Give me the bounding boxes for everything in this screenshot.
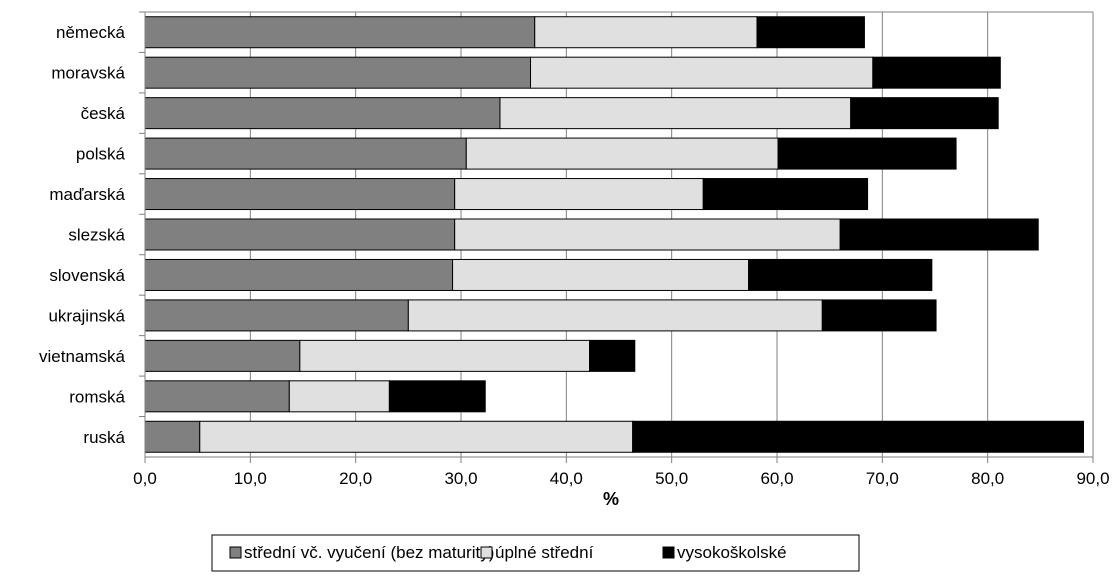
bar-segment [288,380,390,413]
bar-segment [144,16,536,49]
bar-segment [144,339,301,372]
bar-segment [499,97,852,130]
bar-segment [144,137,467,170]
bar-segment [454,178,704,211]
bar-segment [702,178,869,211]
legend-swatch [662,546,675,559]
x-tick-label: 40,0 [550,469,583,488]
bar-segment [534,16,758,49]
x-tick-label: 0,0 [133,469,157,488]
legend-swatch [229,546,242,559]
bar-segment [756,16,865,49]
x-tick-label: 90,0 [1076,469,1109,488]
bar-segment [199,420,634,453]
x-tick-label: 80,0 [971,469,1004,488]
bar-segment [144,218,456,251]
category-labels: německá moravská česká polská maďarská slezsk… [39,23,126,447]
category-label: slovenská [49,266,125,285]
x-tick-label: 30,0 [444,469,477,488]
bar-segment [850,97,999,130]
legend-box [211,534,860,572]
bar-segment [388,380,486,413]
x-tick-label: 70,0 [866,469,899,488]
bar-segment [144,420,201,453]
bars [144,16,1085,453]
x-tick-label: 10,0 [234,469,267,488]
category-label: německá [56,23,126,42]
axes [139,11,1094,463]
bar-segment [632,420,1085,453]
bar-segment [407,299,823,332]
tick-labels: 0,0 10,0 20,0 30,0 40,0 50,0 60,0 70,0 80,0 90,0 [133,469,1109,488]
bar-segment [144,56,532,89]
bar-segment [465,137,779,170]
bar-segment [530,56,874,89]
legend-label: střední vč. vyučení (bez maturity) [244,543,494,562]
legend-label: vysokoškolské [677,543,787,562]
legend-swatch [480,546,493,559]
bar-segment [144,178,456,211]
category-label: romská [69,387,125,406]
category-label: ukrajinská [48,306,125,325]
bar-segment [144,380,290,413]
bar-segment [144,299,409,332]
category-label: vietnamská [39,347,126,366]
bar-segment [839,218,1039,251]
category-label: polská [76,145,126,164]
bar-segment [821,299,937,332]
bar-segment [299,339,591,372]
bar-segment [777,137,957,170]
x-tick-label: 50,0 [655,469,688,488]
legend: střední vč. vyučení (bez maturity) úplné … [211,534,860,572]
bar-segment [454,218,841,251]
bar-segment [144,97,501,130]
x-tick-label: 60,0 [760,469,793,488]
legend-label: úplné střední [495,543,594,562]
category-label: česká [81,104,126,123]
bar-segment [748,258,933,291]
bar-segment [144,258,454,291]
bar-segment [589,339,636,372]
category-label: slezská [68,226,125,245]
x-axis-title: % [603,489,619,509]
category-label: maďarská [49,185,125,204]
x-tick-label: 20,0 [339,469,372,488]
category-label: ruská [83,428,125,447]
bar-segment [452,258,750,291]
bar-segment [872,56,1001,89]
category-label: moravská [51,64,125,83]
